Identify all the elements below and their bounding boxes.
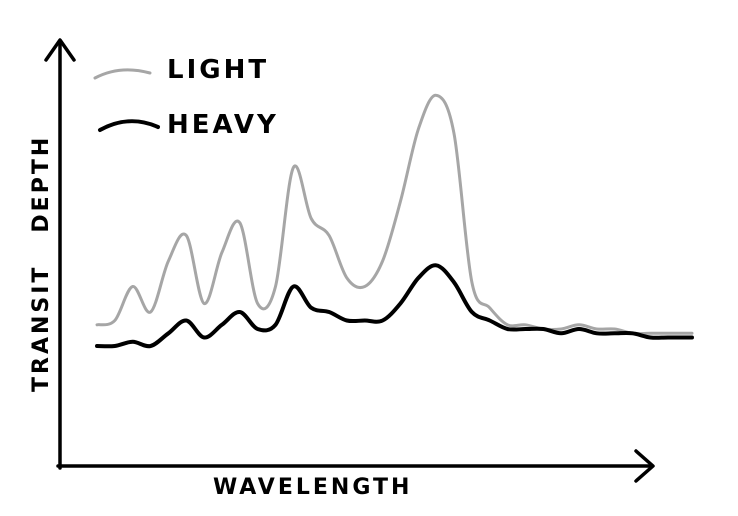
y-axis-label: TRANSIT DEPTH xyxy=(29,135,54,392)
series-layer xyxy=(95,93,694,349)
y-axis-arrowhead xyxy=(44,38,76,62)
legend-swatch-light xyxy=(93,68,152,80)
series-line-light xyxy=(95,93,694,336)
legend-swatch-heavy xyxy=(98,119,160,132)
axes xyxy=(44,38,655,483)
x-axis-arrowhead xyxy=(634,449,655,483)
legend: LIGHT HEAVY xyxy=(93,55,279,140)
legend-label-heavy: HEAVY xyxy=(167,110,279,140)
legend-label-light: LIGHT xyxy=(167,55,269,85)
x-axis-label: WAVELENGTH xyxy=(213,475,412,500)
series-line-heavy xyxy=(95,263,694,349)
